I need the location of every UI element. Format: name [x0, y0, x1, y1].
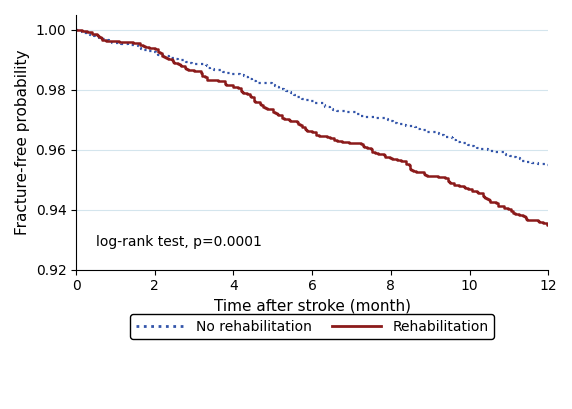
No rehabilitation: [357, 112, 364, 117]
Rehabilitation: [203, 76, 210, 81]
No rehabilitation: [310, 100, 317, 105]
Rehabilitation: [154, 47, 161, 52]
Legend: No rehabilitation, Rehabilitation: No rehabilitation, Rehabilitation: [130, 314, 494, 339]
Rehabilitation: [73, 27, 80, 32]
Rehabilitation: [545, 222, 551, 227]
Y-axis label: Fracture-free probability: Fracture-free probability: [15, 49, 30, 235]
X-axis label: Time after stroke (month): Time after stroke (month): [214, 299, 411, 314]
No rehabilitation: [303, 98, 310, 103]
No rehabilitation: [136, 45, 143, 49]
Rehabilitation: [303, 127, 309, 132]
Rehabilitation: [398, 158, 404, 163]
Rehabilitation: [544, 222, 551, 227]
Rehabilitation: [281, 115, 288, 120]
Line: No rehabilitation: No rehabilitation: [76, 30, 548, 165]
Rehabilitation: [257, 102, 264, 107]
No rehabilitation: [73, 27, 80, 32]
No rehabilitation: [545, 162, 551, 167]
No rehabilitation: [541, 162, 548, 167]
No rehabilitation: [454, 138, 461, 143]
No rehabilitation: [485, 148, 492, 153]
Text: log-rank test, p=0.0001: log-rank test, p=0.0001: [96, 235, 262, 249]
Line: Rehabilitation: Rehabilitation: [76, 30, 548, 225]
